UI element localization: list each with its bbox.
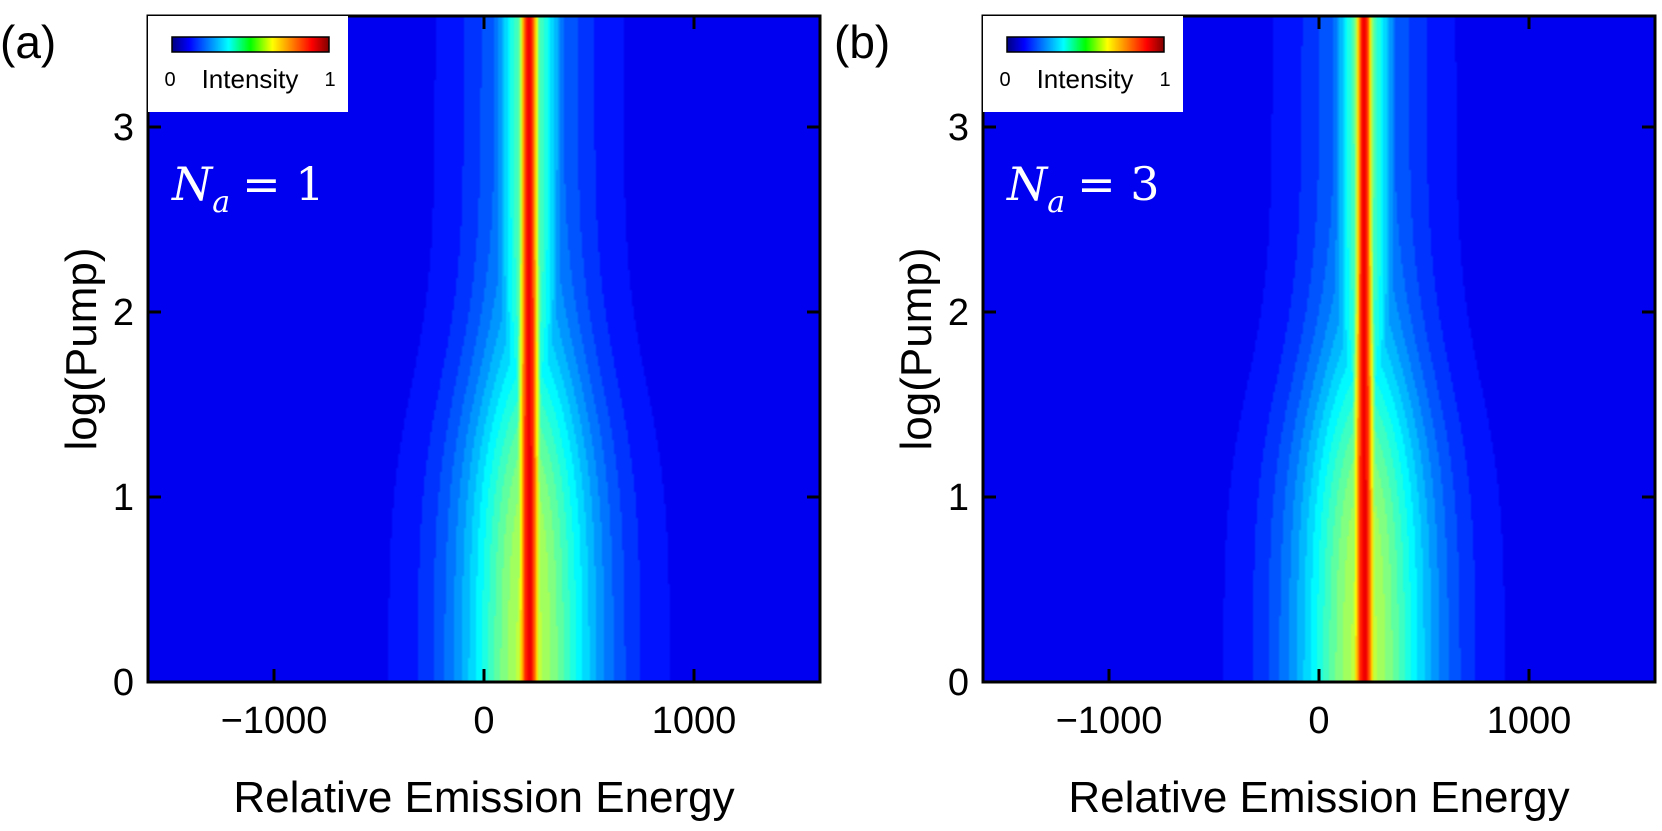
- y-axis-title-a: log(Pump): [57, 248, 106, 451]
- y-tick-label-b-1: 1: [948, 477, 969, 519]
- y-tick-label-a-0: 0: [113, 662, 134, 704]
- y-tick-label-b-0: 0: [948, 662, 969, 704]
- x-ticks-a: −1000 0 1000: [221, 16, 737, 742]
- annotation-var-b: N: [1006, 157, 1049, 211]
- x-axis-title-b: Relative Emission Energy: [1068, 773, 1569, 822]
- y-tick-label-a-3: 3: [113, 107, 134, 149]
- annotation-a: Na = 1: [171, 157, 325, 220]
- colorbar-gradient-b: [1006, 36, 1165, 53]
- x-ticks-b: −1000 0 1000: [1056, 16, 1572, 742]
- panel-b: (b) −1000 0 1000 0 1 2 3 R: [834, 14, 1657, 822]
- annotation-var-a: N: [171, 157, 214, 211]
- y-tick-label-a-2: 2: [113, 292, 134, 334]
- x-tick-label-b-0: −1000: [1056, 700, 1163, 742]
- annotation-b: Na = 3: [1006, 157, 1160, 220]
- x-tick-label-b-2: 1000: [1487, 700, 1572, 742]
- colorbar-box-b: [983, 16, 1183, 112]
- colorbar-max-label-b: 1: [1159, 69, 1170, 91]
- x-tick-label-a-0: −1000: [221, 700, 328, 742]
- colorbar-a: 0 Intensity 1: [148, 16, 348, 112]
- x-tick-label-b-1: 0: [1308, 700, 1329, 742]
- colorbar-min-label-a: 0: [164, 69, 175, 91]
- x-axis-title-a: Relative Emission Energy: [233, 773, 734, 822]
- colorbar-label-b: Intensity: [1037, 64, 1134, 94]
- colorbar-max-label-a: 1: [324, 69, 335, 91]
- y-ticks-a: 0 1 2 3: [113, 107, 820, 704]
- colorbar-label-a: Intensity: [202, 64, 299, 94]
- colorbar-gradient-a: [171, 36, 330, 53]
- x-tick-label-a-2: 1000: [652, 700, 737, 742]
- heatmap-a: [148, 16, 820, 682]
- y-tick-label-b-2: 2: [948, 292, 969, 334]
- panel-label-a: (a): [0, 16, 56, 68]
- y-ticks-b: 0 1 2 3: [948, 107, 1655, 704]
- annotation-rhs-b: = 3: [1077, 157, 1159, 211]
- y-tick-label-b-3: 3: [948, 107, 969, 149]
- colorbar-b: 0 Intensity 1: [983, 16, 1183, 112]
- annotation-sub-b: a: [1047, 185, 1065, 220]
- annotation-sub-a: a: [212, 185, 230, 220]
- x-tick-label-a-1: 0: [473, 700, 494, 742]
- panel-label-b: (b): [834, 16, 890, 68]
- annotation-rhs-a: = 1: [242, 157, 324, 211]
- colorbar-box-a: [148, 16, 348, 112]
- colorbar-min-label-b: 0: [999, 69, 1010, 91]
- y-tick-label-a-1: 1: [113, 477, 134, 519]
- panel-a: (a) −1000 0 1000 0 1 2 3 R: [0, 14, 822, 822]
- y-axis-title-b: log(Pump): [892, 248, 941, 451]
- heatmap-b: [983, 16, 1655, 682]
